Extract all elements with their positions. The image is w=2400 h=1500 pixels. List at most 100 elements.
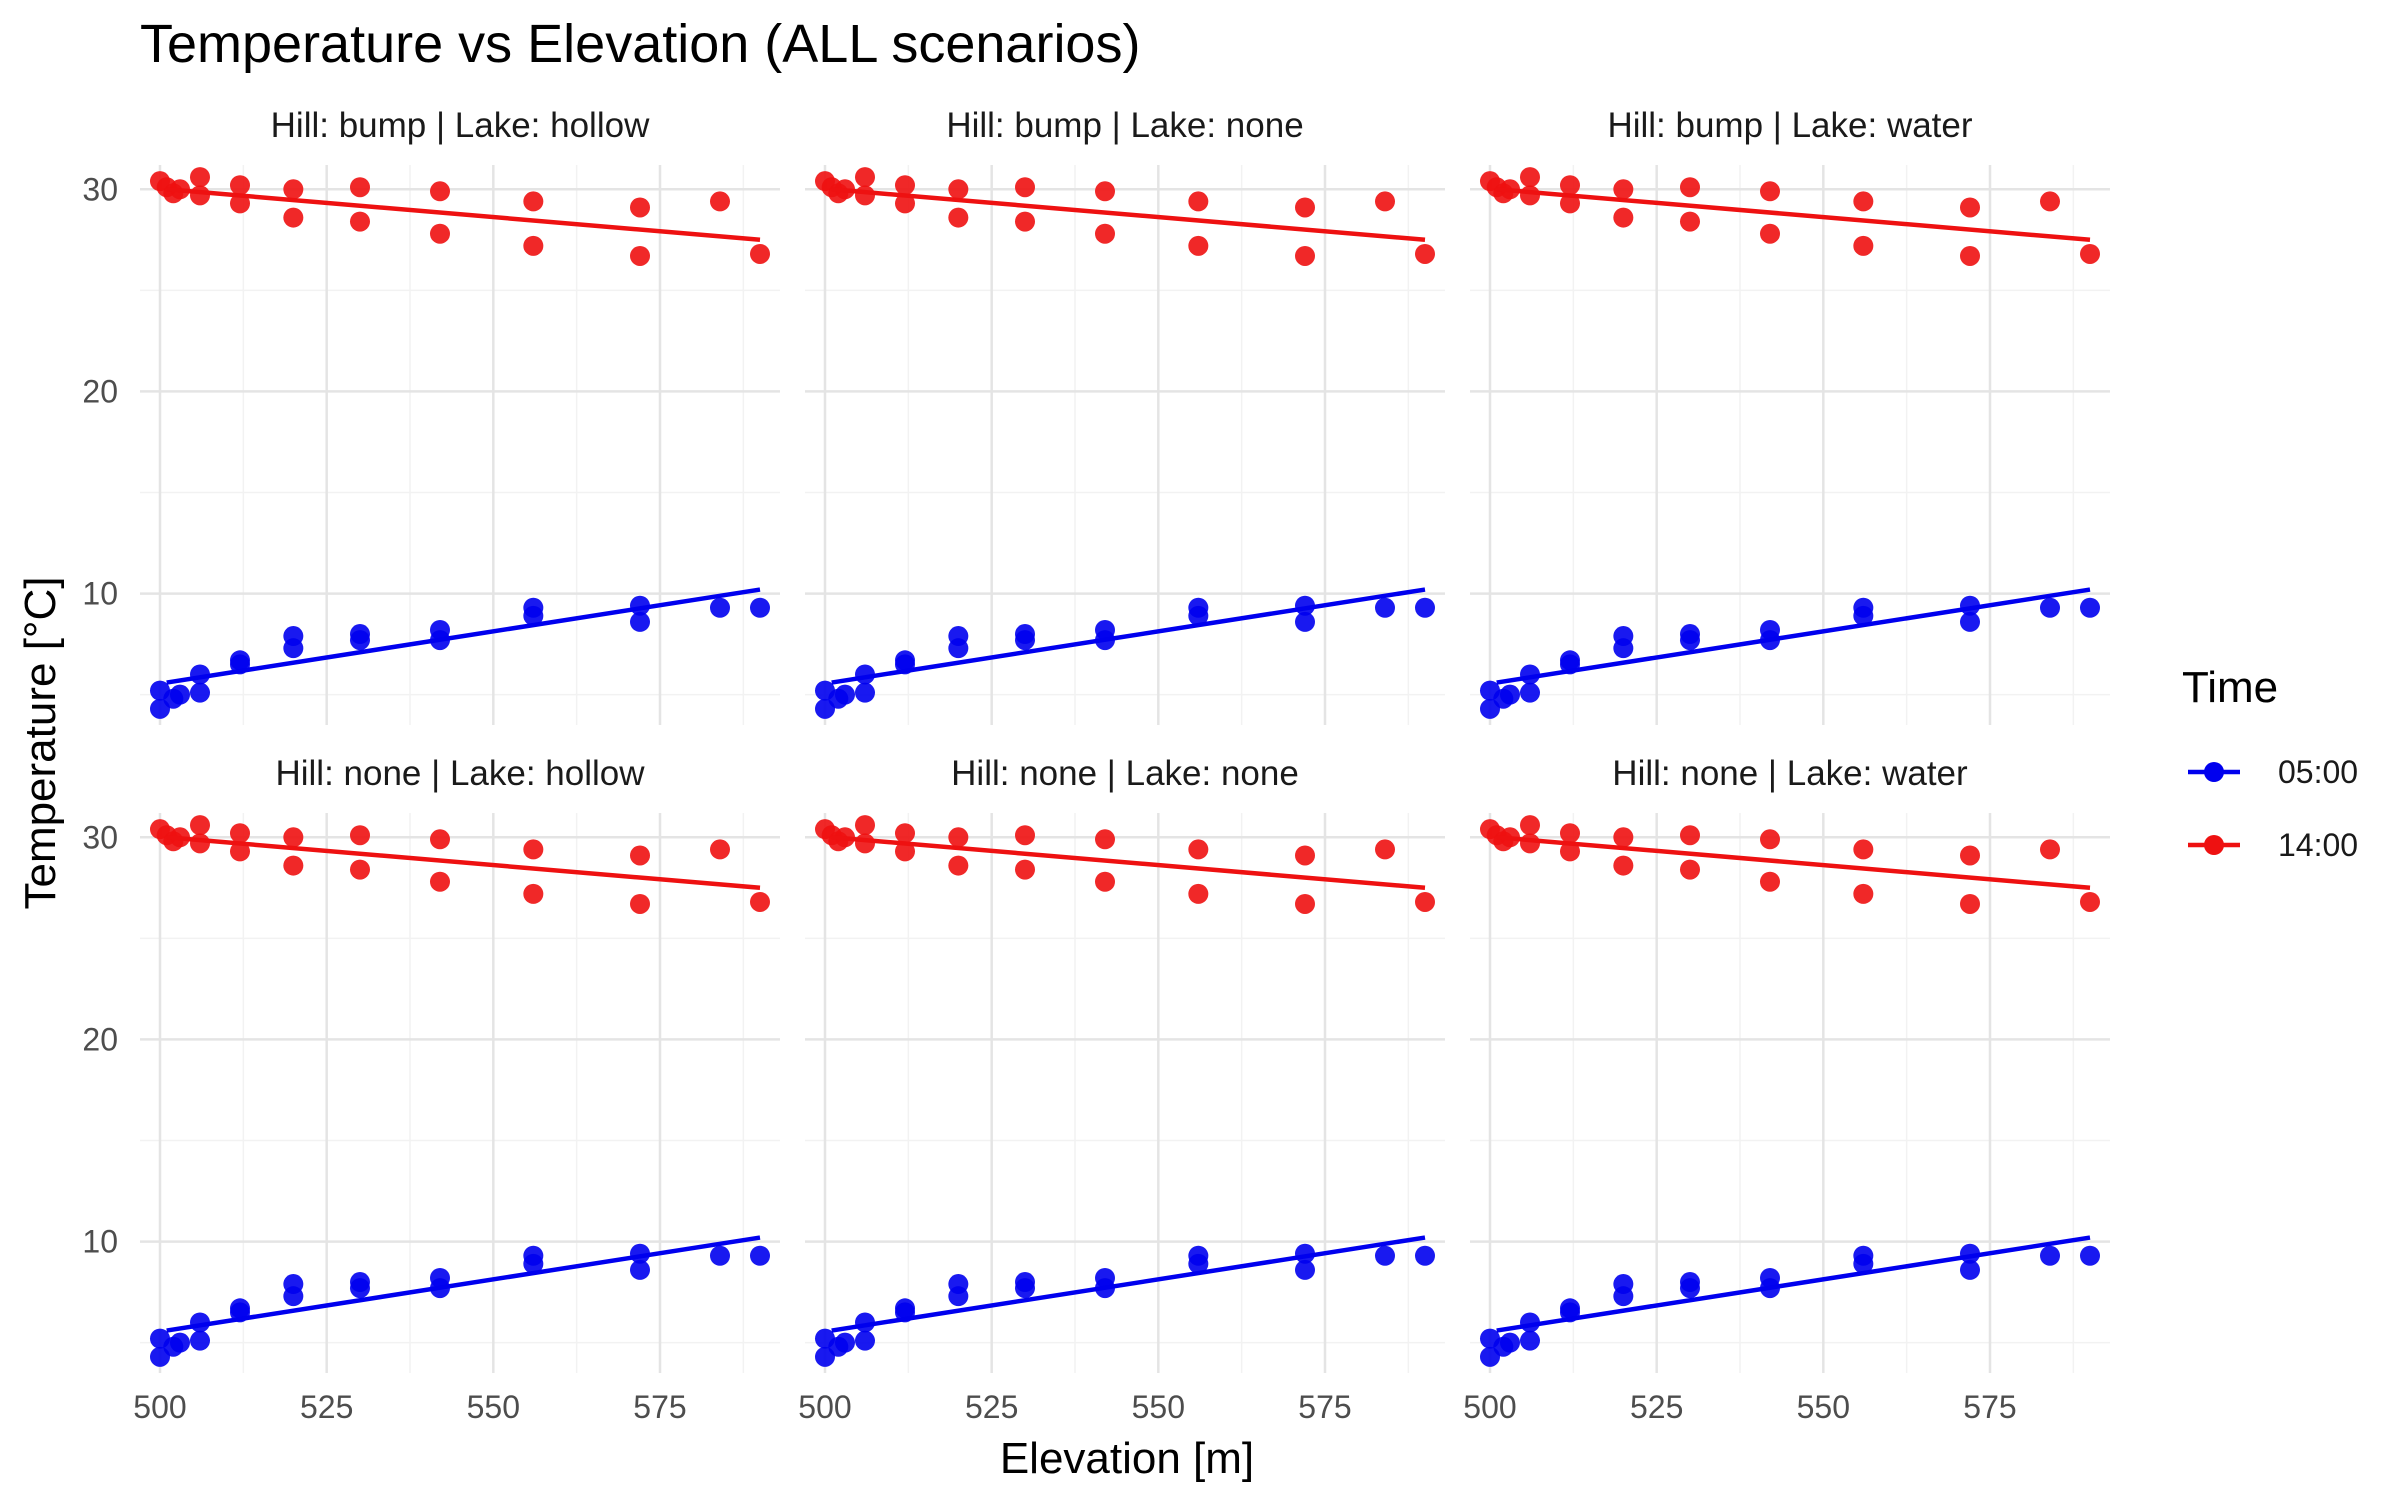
- data-point: [2080, 243, 2100, 264]
- data-point: [1015, 177, 1035, 198]
- data-point: [1375, 839, 1395, 860]
- data-point: [1960, 1259, 1980, 1280]
- data-point: [230, 841, 250, 862]
- x-tick-label: 500: [1463, 1389, 1516, 1425]
- chart-title: Temperature vs Elevation (ALL scenarios): [140, 14, 1140, 74]
- data-point: [1295, 893, 1315, 914]
- x-tick-label: 550: [1797, 1389, 1850, 1425]
- data-point: [2040, 1245, 2060, 1266]
- data-point: [1415, 243, 1435, 264]
- data-point: [283, 855, 304, 876]
- data-point: [1520, 682, 1540, 703]
- data-point: [230, 823, 250, 844]
- data-point: [835, 1332, 855, 1353]
- data-point: [630, 245, 650, 266]
- x-tick-label: 550: [1132, 1389, 1185, 1425]
- data-point: [1960, 845, 1980, 866]
- data-point: [1560, 823, 1580, 844]
- data-point: [190, 1330, 210, 1351]
- legend-title: Time: [2182, 663, 2278, 712]
- data-point: [948, 179, 969, 200]
- data-point: [1760, 181, 1780, 202]
- data-point: [855, 682, 875, 703]
- legend-label: 05:00: [2278, 754, 2358, 790]
- data-point: [948, 207, 969, 228]
- trend-line: [1496, 1235, 2091, 1333]
- data-point: [283, 179, 304, 200]
- data-point: [1295, 197, 1315, 218]
- data-point: [350, 825, 370, 846]
- trend-line: [166, 187, 761, 243]
- data-point: [630, 611, 650, 632]
- trend-line: [831, 187, 1426, 243]
- data-point: [1015, 1278, 1035, 1299]
- data-point: [1853, 1253, 1874, 1274]
- data-point: [1188, 839, 1209, 860]
- data-point: [1520, 167, 1540, 188]
- data-point: [835, 684, 855, 705]
- data-point: [1613, 179, 1634, 200]
- data-point: [948, 827, 969, 848]
- data-point: [1613, 827, 1634, 848]
- x-tick-label: 550: [467, 1389, 520, 1425]
- legend-keys: 05:00 14:00: [2188, 754, 2358, 863]
- trend-line: [831, 1235, 1426, 1333]
- data-point: [1560, 841, 1580, 862]
- data-point: [1520, 1330, 1540, 1351]
- x-tick-label: 500: [798, 1389, 851, 1425]
- data-point: [1095, 181, 1115, 202]
- data-point: [1520, 815, 1540, 836]
- x-tick-label: 575: [1963, 1389, 2016, 1425]
- data-point: [630, 893, 650, 914]
- data-point: [1188, 883, 1209, 904]
- data-point: [1015, 630, 1035, 651]
- data-point: [750, 597, 770, 618]
- data-point: [283, 1286, 304, 1307]
- facet-strip-label: Hill: bump | Lake: none: [946, 106, 1303, 145]
- data-point: [523, 605, 544, 626]
- data-point: [630, 1259, 650, 1280]
- facet-strips: Hill: bump | Lake: hollow Hill: bump | La…: [271, 106, 1973, 793]
- data-point: [1960, 611, 1980, 632]
- y-tick-label: 10: [82, 576, 118, 612]
- data-point: [350, 630, 370, 651]
- legend-label: 14:00: [2278, 827, 2358, 863]
- data-point: [1680, 859, 1700, 880]
- data-point: [230, 175, 250, 196]
- facet-strip-label: Hill: none | Lake: water: [1612, 754, 1968, 793]
- trend-line: [831, 587, 1426, 685]
- legend-key-point: [2204, 762, 2224, 782]
- data-point: [170, 684, 190, 705]
- data-point: [523, 883, 544, 904]
- x-tick-label: 500: [133, 1389, 186, 1425]
- data-point: [750, 243, 770, 264]
- data-point: [283, 207, 304, 228]
- x-tick-label: 575: [1298, 1389, 1351, 1425]
- data-point: [1960, 197, 1980, 218]
- data-point: [750, 891, 770, 912]
- data-point: [2080, 597, 2100, 618]
- data-point: [430, 181, 450, 202]
- data-point: [1015, 825, 1035, 846]
- tick-labels: 10 20 30 10 20 30 500 525 550 575 500 525 550 575 500 5…: [82, 171, 2016, 1425]
- data-point: [1680, 1278, 1700, 1299]
- y-tick-label: 10: [82, 1224, 118, 1260]
- data-point: [2040, 191, 2060, 212]
- data-point: [350, 211, 370, 232]
- data-point: [350, 859, 370, 880]
- data-point: [1095, 223, 1115, 244]
- data-point: [190, 833, 210, 854]
- data-point: [710, 597, 730, 618]
- data-point: [1095, 829, 1115, 850]
- data-point: [895, 841, 915, 862]
- data-point: [2040, 597, 2060, 618]
- data-point: [1960, 245, 1980, 266]
- data-point: [948, 638, 969, 659]
- data-point: [283, 638, 304, 659]
- trend-line: [166, 835, 761, 891]
- data-point: [1188, 191, 1209, 212]
- y-tick-label: 30: [82, 819, 118, 855]
- facet-strip-label: Hill: none | Lake: none: [951, 754, 1299, 793]
- data-point: [855, 815, 875, 836]
